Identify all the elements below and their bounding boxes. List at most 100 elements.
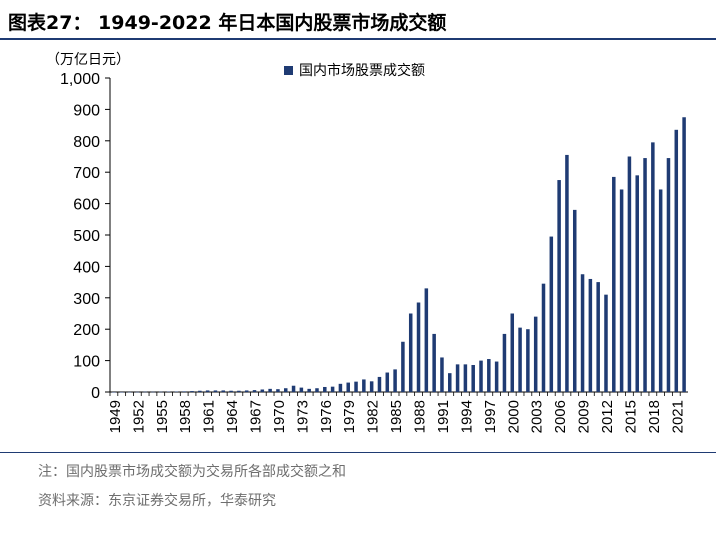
y-unit-label: （万亿日元）	[46, 52, 130, 68]
bar	[440, 357, 444, 392]
bar	[674, 129, 679, 392]
legend-swatch	[284, 66, 293, 75]
x-tick-label: 2003	[529, 400, 546, 433]
bar	[283, 388, 288, 392]
x-tick-label: 1982	[365, 400, 382, 433]
x-tick-label: 1973	[294, 400, 311, 433]
bar	[346, 382, 350, 392]
bar	[416, 302, 421, 392]
chart-title: 图表27： 1949-2022 年日本国内股票市场成交额	[8, 12, 447, 34]
bar	[299, 387, 304, 392]
bar	[135, 391, 140, 393]
y-tick-label: 700	[73, 165, 100, 182]
bar	[502, 333, 507, 392]
bar	[557, 180, 561, 392]
y-tick-label: 500	[73, 228, 100, 245]
bar	[229, 390, 233, 392]
legend-label: 国内市场股票成交额	[299, 62, 425, 79]
bar	[159, 391, 163, 393]
x-tick-label: 1961	[201, 400, 218, 433]
y-tick-label: 600	[73, 197, 100, 214]
bar	[408, 313, 413, 392]
bar	[362, 379, 366, 392]
bar	[182, 391, 186, 392]
bar	[448, 373, 452, 392]
bar	[666, 158, 671, 392]
bar	[385, 372, 390, 392]
bar	[596, 282, 600, 392]
bar	[541, 283, 546, 392]
x-tick-label: 1952	[130, 400, 147, 433]
bar	[112, 391, 116, 393]
y-tick-label: 300	[73, 291, 100, 308]
bar	[471, 364, 475, 392]
bar	[635, 175, 639, 392]
bar	[143, 391, 147, 393]
bar	[291, 385, 296, 392]
bar	[213, 390, 218, 392]
x-tick-label: 1991	[435, 400, 452, 433]
x-tick-label: 1976	[318, 400, 335, 433]
bar	[268, 388, 272, 392]
bar	[424, 288, 429, 392]
bar	[518, 327, 522, 392]
bar	[221, 390, 226, 392]
bar	[307, 388, 311, 392]
x-tick-label: 1988	[412, 400, 429, 433]
chart: （万亿日元） 国内市场股票成交额 0 100 200 300 400 500 600 700 800…	[46, 52, 688, 433]
x-tick-label: 2006	[552, 400, 569, 433]
bar	[315, 388, 319, 392]
x-tick-label: 2015	[622, 400, 639, 433]
chart-note: 注：国内股票市场成交额为交易所各部成交额之和	[38, 464, 346, 480]
bar	[463, 364, 468, 392]
bar	[651, 142, 655, 392]
bar	[127, 391, 132, 393]
bar	[572, 209, 577, 392]
bar	[205, 390, 210, 392]
footer: 注：国内股票市场成交额为交易所各部成交额之和 资料来源：东京证券交易所，华泰研究	[0, 452, 716, 534]
bar	[565, 154, 569, 392]
bar	[494, 361, 499, 392]
y-tick-label: 800	[73, 134, 100, 151]
bar	[643, 158, 647, 392]
bar	[432, 333, 436, 392]
bar	[354, 381, 358, 392]
x-tick-label: 2000	[505, 400, 522, 433]
bar	[377, 376, 382, 392]
x-tick-label: 1955	[154, 400, 171, 433]
bar	[119, 391, 124, 393]
x-tick-label: 1985	[388, 400, 405, 433]
y-tick-label: 1,000	[60, 71, 100, 88]
x-tick-label: 2018	[646, 400, 663, 433]
bar	[393, 369, 397, 392]
x-tick-label: 1964	[224, 400, 241, 433]
bar	[658, 189, 663, 392]
bar	[682, 117, 686, 392]
bar	[338, 383, 343, 392]
bar	[198, 390, 202, 392]
x-tick-label: 2009	[576, 400, 593, 433]
bar	[260, 389, 265, 392]
bar	[479, 360, 483, 392]
x-tick-label: 1949	[107, 400, 124, 433]
bar	[487, 359, 491, 392]
x-tick-label: 1967	[248, 400, 265, 433]
bar	[604, 294, 608, 392]
bar	[401, 341, 405, 392]
bar	[369, 381, 374, 392]
bar	[323, 386, 327, 392]
y-tick-label: 400	[73, 259, 100, 276]
x-tick-label: 1997	[482, 400, 499, 433]
bar	[549, 236, 554, 392]
y-tick-label: 200	[73, 322, 100, 339]
y-tick-label: 900	[73, 102, 100, 119]
bar	[455, 364, 460, 392]
x-tick-label: 1994	[458, 400, 475, 433]
bar	[174, 391, 179, 393]
bar	[166, 391, 171, 393]
y-tick-label: 0	[91, 385, 100, 402]
x-tick-label: 2012	[599, 400, 616, 433]
bar	[588, 278, 593, 392]
bar	[151, 391, 155, 393]
x-tick-label: 2021	[669, 400, 686, 433]
